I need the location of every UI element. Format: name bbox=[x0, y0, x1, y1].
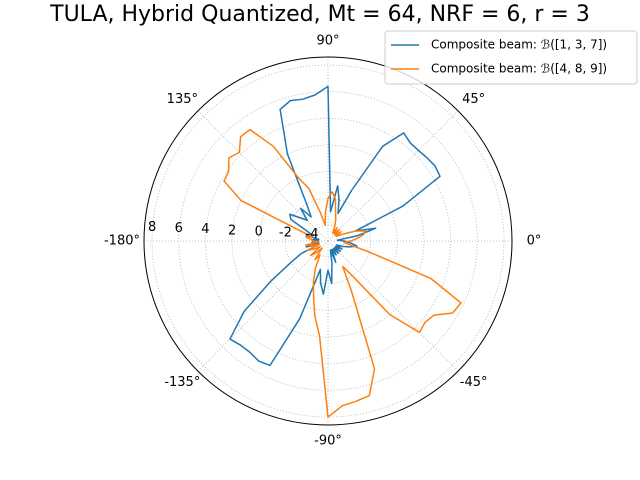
grid-spoke bbox=[327, 110, 459, 242]
angle-tick-label: 0° bbox=[527, 234, 542, 249]
radial-tick-label: 2 bbox=[228, 223, 236, 238]
radial-tick-label: 4 bbox=[201, 222, 209, 237]
legend-label: Composite beam: ℬ([1, 3, 7]) bbox=[431, 38, 607, 52]
radial-tick-label: -4 bbox=[306, 227, 319, 242]
angle-tick-label: 90° bbox=[316, 34, 339, 49]
radial-tick-label: -2 bbox=[279, 226, 292, 241]
angle-tick-label: -90° bbox=[314, 434, 342, 449]
legend-label: Composite beam: ℬ([4, 8, 9]) bbox=[431, 62, 607, 76]
series-line bbox=[223, 128, 462, 418]
legend-box bbox=[384, 30, 638, 85]
angle-tick-label: -45° bbox=[460, 375, 488, 390]
angle-tick-label: 45° bbox=[462, 92, 485, 107]
grid-spoke bbox=[197, 240, 329, 372]
grid-circle bbox=[178, 91, 478, 391]
grid-spoke bbox=[197, 110, 329, 242]
angle-tick-label: -180° bbox=[104, 234, 140, 249]
legend: Composite beam: ℬ([1, 3, 7]) Composite be… bbox=[384, 30, 638, 85]
grid-spoke bbox=[327, 240, 459, 372]
angle-tick-label: -135° bbox=[164, 375, 200, 390]
angle-tick-label: 135° bbox=[167, 92, 198, 107]
grid-circle bbox=[204, 117, 452, 365]
radial-tick-label: 6 bbox=[175, 221, 183, 236]
chart-title: TULA, Hybrid Quantized, Mt = 64, NRF = 6… bbox=[49, 2, 590, 27]
radial-tick-label: 8 bbox=[148, 220, 156, 235]
radial-tick-label: 0 bbox=[255, 224, 263, 239]
polar-frame bbox=[143, 56, 513, 426]
series-line bbox=[229, 85, 441, 367]
